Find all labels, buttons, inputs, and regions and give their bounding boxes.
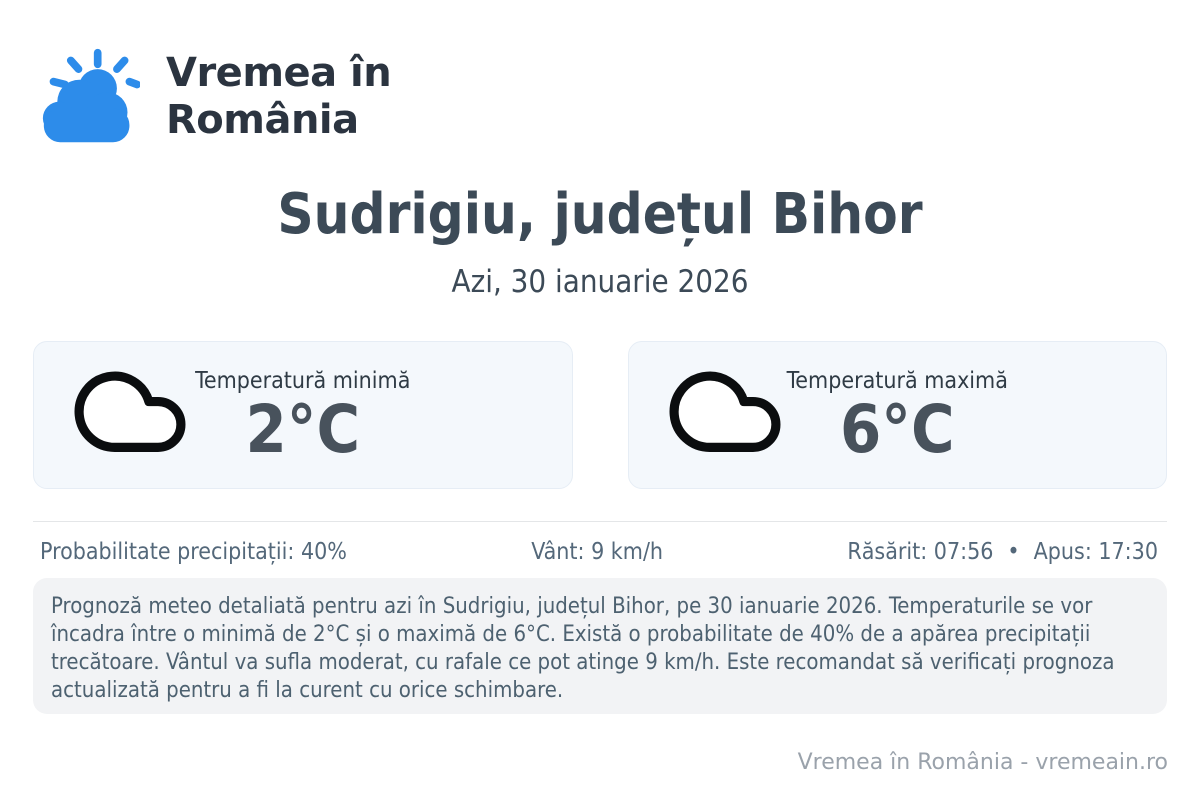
cloud-icon [665,371,785,459]
sunrise-stat: Răsărit: 07:56 [847,539,994,565]
page-title: Sudrigiu, județul Bihor [277,182,923,247]
max-temperature-text: Temperatură maximă 6°C [629,342,1167,488]
bullet-separator: • [1007,539,1020,565]
min-temperature-card: Temperatură minimă 2°C [33,341,573,489]
footer-credit: Vremea în România - vremeain.ro [797,750,1168,775]
forecast-text: Prognoză meteo detaliată pentru azi în S… [51,594,1115,703]
forecast-box: Prognoză meteo detaliată pentru azi în S… [33,578,1167,714]
max-temperature-value: 6°C [839,390,955,468]
sun-times: Răsărit: 07:56 • Apus: 17:30 [847,539,1158,565]
max-temperature-label: Temperatură maximă [786,367,1008,394]
site-logo: Vremea în România [40,46,392,148]
sunset-stat: Apus: 17:30 [1033,539,1158,565]
min-temperature-label: Temperatură minimă [195,367,411,394]
stats-row: Probabilitate precipitații: 40% Vânt: 9 … [40,539,1158,565]
min-temperature-value: 2°C [245,390,361,468]
cloud-icon [70,371,190,459]
stats-divider [33,521,1167,522]
site-title: Vremea în România [166,50,392,144]
precipitation-stat: Probabilitate precipitații: 40% [40,539,347,565]
max-temperature-card: Temperatură maximă 6°C [627,341,1167,489]
temperature-cards: Temperatură minimă 2°C Temperatură maxim… [33,341,1167,489]
sun-cloud-icon [40,46,140,148]
page-date: Azi, 30 ianuarie 2026 [451,264,749,300]
site-title-line2: România [166,97,359,143]
site-title-line1: Vremea în [166,50,392,97]
min-temperature-text: Temperatură minimă 2°C [34,342,572,488]
wind-stat: Vânt: 9 km/h [531,539,664,565]
